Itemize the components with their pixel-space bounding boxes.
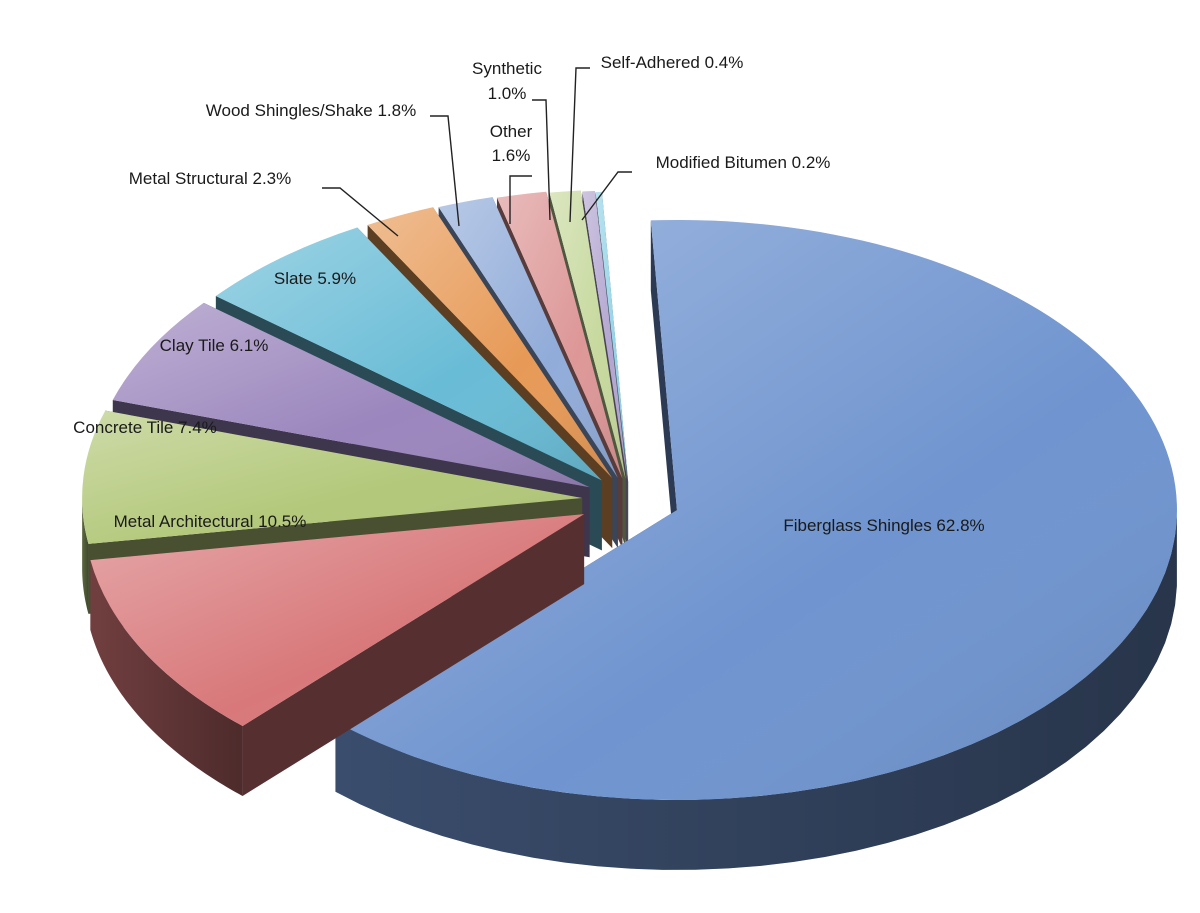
slice-label-value: 1.0% — [488, 84, 527, 103]
slice-side-shade — [335, 516, 1177, 870]
slice-top-shade — [367, 207, 613, 478]
slice-top-shade — [215, 227, 602, 481]
leader-line — [532, 99, 551, 221]
leader-line — [430, 115, 460, 227]
slice-top-shade — [112, 302, 590, 488]
slice-label: Self-Adhered 0.4% — [601, 53, 744, 72]
leader-line — [569, 67, 590, 223]
slice-label-name: Other — [490, 122, 533, 141]
slice-label: Concrete Tile 7.4% — [73, 418, 217, 437]
slice-top-shade — [82, 410, 583, 544]
slice-label: Slate 5.9% — [274, 269, 356, 288]
leader-lines-layer — [322, 67, 632, 237]
labels-layer: Fiberglass Shingles 62.8% Metal Architect… — [73, 53, 984, 535]
slice-label: Synthetic 1.0% — [472, 59, 542, 103]
slice-label-name: Synthetic — [472, 59, 542, 78]
slice-label: Wood Shingles/Shake 1.8% — [206, 101, 416, 120]
slice-top-shade — [549, 190, 626, 480]
slice-label: Other 1.6% — [490, 122, 533, 165]
pie-slice-fiberglass-shingles — [335, 219, 1177, 870]
slice-label: Fiberglass Shingles 62.8% — [783, 516, 984, 535]
slice-top-shade — [582, 190, 628, 481]
slice-top-shade — [335, 219, 1177, 800]
pie-slice-metal-architectural — [90, 514, 585, 796]
leader-line — [509, 175, 532, 224]
leader-line — [581, 171, 632, 221]
slices-layer — [82, 190, 1177, 870]
slice-top-shade — [496, 191, 623, 479]
slice-wall — [650, 220, 677, 580]
slice-label: Metal Architectural 10.5% — [114, 512, 307, 531]
slice-side-shade — [82, 499, 89, 614]
slice-side-shade — [90, 560, 243, 796]
slice-label: Modified Bitumen 0.2% — [656, 153, 831, 172]
slice-label: Metal Structural 2.3% — [129, 169, 292, 188]
slice-top-shade — [90, 514, 585, 726]
slice-top-shade — [595, 191, 629, 482]
slice-label: Clay Tile 6.1% — [160, 336, 269, 355]
slice-top-shade — [438, 197, 618, 478]
leader-line — [322, 187, 399, 237]
slice-label-value: 1.6% — [492, 146, 531, 165]
